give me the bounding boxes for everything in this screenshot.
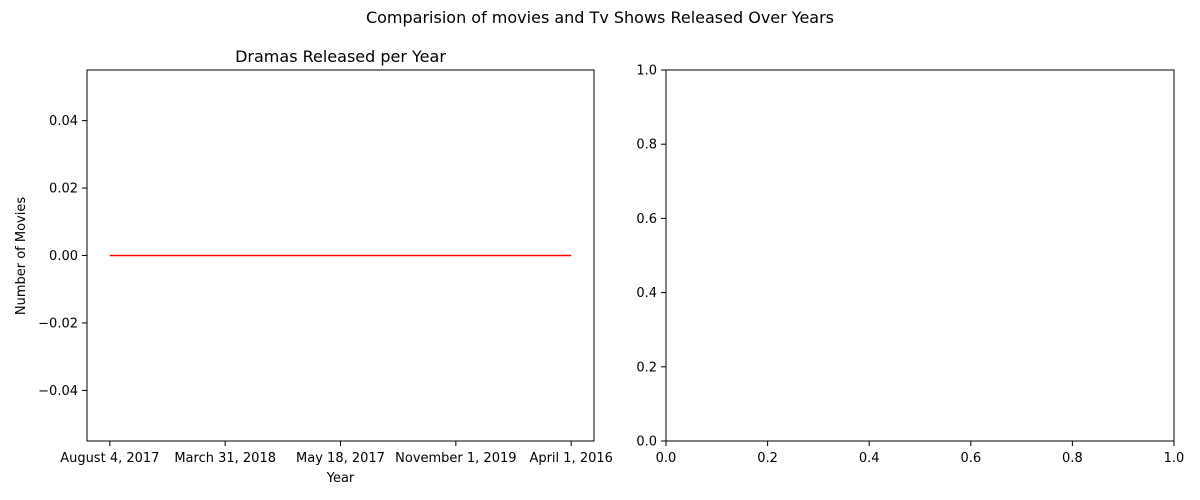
right-axes-frame [665, 69, 1175, 442]
left-y-tick-label: −0.02 [38, 316, 78, 331]
right-y-tick-label: 0.4 [636, 286, 657, 301]
right-y-tick-label: 0.6 [636, 212, 657, 227]
left-y-tick-label: 0.00 [49, 249, 78, 264]
right-x-tick-label: 0.2 [757, 451, 778, 466]
left-y-tick-label: 0.02 [49, 182, 78, 197]
left-x-axis-label: Year [326, 471, 355, 486]
left-axes-frame [86, 69, 595, 442]
left-y-tick-label: 0.04 [49, 114, 78, 129]
right-y-tick-label: 0.8 [636, 138, 657, 153]
right-x-ticks: 0.0 0.2 0.4 0.6 0.8 1.0 [656, 441, 1185, 466]
subplot-right: 0.0 0.2 0.4 0.6 0.8 1.0 0.0 0.2 0.4 0.6 0.8 1.0 [636, 64, 1184, 467]
left-x-tick-label: April 1, 2016 [529, 451, 612, 466]
right-x-tick-label: 0.8 [1062, 451, 1083, 466]
left-y-ticks: 0.04 0.02 0.00 −0.02 −0.04 [38, 114, 87, 399]
figure-title: Comparision of movies and Tv Shows Relea… [365, 8, 835, 27]
right-x-tick-label: 0.6 [960, 451, 981, 466]
left-y-tick-label: −0.04 [38, 384, 78, 399]
right-x-tick-label: 0.4 [859, 451, 880, 466]
right-x-tick-label: 1.0 [1164, 451, 1185, 466]
left-x-tick-label: August 4, 2017 [60, 451, 159, 466]
left-x-tick-label: May 18, 2017 [296, 451, 385, 466]
subplot-left: Dramas Released per Year Year Number of … [14, 47, 613, 486]
left-chart-title: Dramas Released per Year [235, 47, 446, 66]
right-x-tick-label: 0.0 [656, 451, 677, 466]
left-x-tick-label: March 31, 2018 [174, 451, 276, 466]
right-y-ticks: 0.0 0.2 0.4 0.6 0.8 1.0 [636, 64, 666, 450]
left-y-axis-label: Number of Movies [14, 197, 29, 315]
left-x-ticks: August 4, 2017 March 31, 2018 May 18, 2017… [60, 441, 613, 466]
left-x-tick-label: November 1, 2019 [395, 451, 516, 466]
right-y-tick-label: 0.2 [636, 360, 657, 375]
right-y-tick-label: 0.0 [636, 435, 657, 450]
right-y-tick-label: 1.0 [636, 64, 657, 79]
